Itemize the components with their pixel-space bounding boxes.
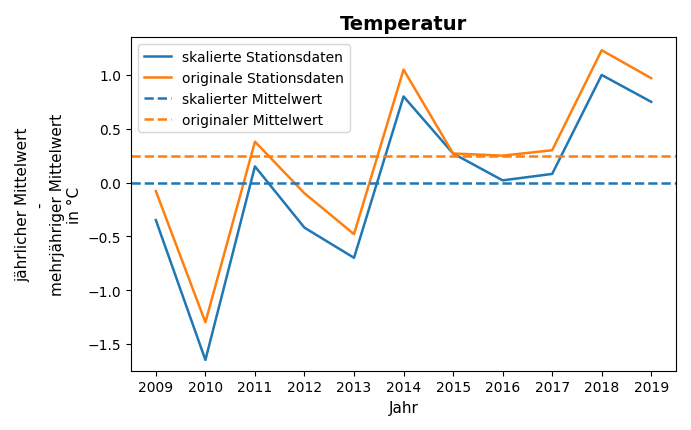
originale Stationsdaten: [548, 148, 556, 154]
skalierte Stationsdaten: [350, 255, 358, 261]
originale Stationsdaten: [251, 140, 259, 145]
Line: skalierte Stationsdaten: skalierte Stationsdaten: [156, 76, 651, 360]
originale Stationsdaten: [399, 68, 408, 73]
originale Stationsdaten: [498, 154, 507, 159]
skalierte Stationsdaten: [201, 358, 209, 363]
Line: originale Stationsdaten: originale Stationsdaten: [156, 51, 651, 322]
X-axis label: Jahr: Jahr: [388, 400, 419, 415]
originale Stationsdaten: [301, 191, 309, 197]
Legend: skalierte Stationsdaten, originale Stationsdaten, skalierter Mittelwert, origina: skalierte Stationsdaten, originale Stati…: [138, 45, 350, 133]
originale Stationsdaten: [647, 77, 655, 82]
Title: Temperatur: Temperatur: [340, 15, 467, 34]
originale Stationsdaten: [598, 49, 606, 54]
skalierte Stationsdaten: [251, 164, 259, 169]
skalierte Stationsdaten: [301, 226, 309, 231]
skalierte Stationsdaten: [598, 73, 606, 78]
originale Stationsdaten: [201, 320, 209, 325]
originale Stationsdaten: [449, 151, 457, 157]
skalierte Stationsdaten: [548, 172, 556, 177]
originale Stationsdaten: [350, 232, 358, 237]
originale Stationsdaten: [152, 189, 160, 194]
Y-axis label: jährlicher Mittelwert
-
mehrjähriger Mittelwert
in °C: jährlicher Mittelwert - mehrjähriger Mit…: [15, 114, 82, 295]
skalierte Stationsdaten: [449, 151, 457, 157]
skalierte Stationsdaten: [498, 178, 507, 184]
skalierte Stationsdaten: [152, 218, 160, 223]
skalierte Stationsdaten: [647, 100, 655, 105]
skalierte Stationsdaten: [399, 95, 408, 100]
